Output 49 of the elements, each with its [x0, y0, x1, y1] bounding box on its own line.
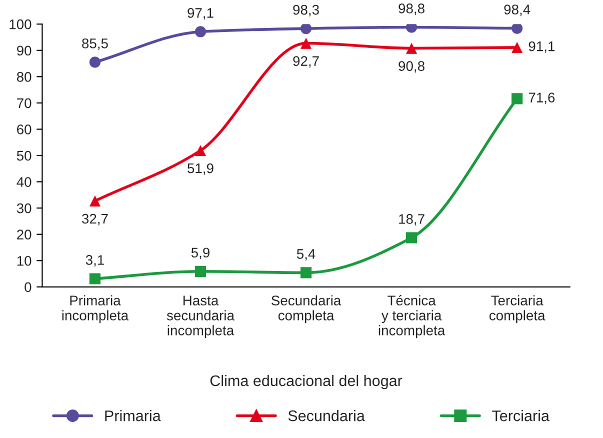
data-label: 18,7: [399, 214, 424, 226]
data-label: 92,7: [293, 56, 319, 68]
data-label: 90,8: [398, 61, 424, 73]
data-label: 5,4: [296, 249, 316, 260]
point: [512, 93, 523, 104]
y-tick-label: 30: [16, 203, 32, 214]
x-tick-label: Primaria incompleta: [62, 295, 129, 324]
point: [300, 24, 312, 34]
x-tick-label: Terciaria completa: [489, 295, 546, 324]
point: [512, 24, 523, 34]
x-tick-label: Secundaria completa: [272, 295, 342, 324]
point: [512, 42, 523, 54]
point: [406, 232, 418, 244]
legend-label: Secundaria: [288, 410, 365, 422]
data-label: 5,9: [191, 248, 210, 260]
x-tick-label: Técnica y terciaria incompleta: [378, 295, 446, 338]
legend-label: Primaria: [105, 410, 161, 422]
point: [406, 42, 418, 54]
x-tick-label: Hasta secundaria incompleta: [166, 296, 234, 338]
y-tick-label: 50: [16, 150, 32, 161]
point: [300, 38, 312, 49]
legend-label: Terciaria: [492, 410, 550, 422]
data-label: 85,5: [82, 38, 108, 50]
point: [194, 26, 206, 38]
point: [89, 56, 101, 68]
point: [89, 195, 101, 207]
data-label: 3,1: [86, 255, 104, 267]
y-tick-label: 70: [17, 98, 32, 108]
data-label: 91,1: [528, 41, 555, 53]
y-tick-label: 10: [17, 256, 32, 266]
y-tick-label: 100: [10, 19, 32, 30]
y-tick-label: 80: [16, 72, 32, 82]
data-label: 51,9: [188, 163, 214, 175]
y-tick-label: 20: [17, 230, 32, 240]
y-tick-label: 90: [16, 46, 32, 56]
y-tick-label: 0: [24, 282, 32, 292]
point: [194, 144, 206, 156]
data-label: 97,1: [188, 8, 214, 20]
data-label: 98,4: [504, 4, 530, 16]
point: [89, 273, 101, 284]
y-tick-label: 40: [16, 177, 32, 187]
data-label: 71,6: [528, 92, 555, 104]
data-label: 98,8: [398, 4, 424, 16]
data-label: 32,7: [82, 214, 108, 226]
point: [194, 266, 206, 277]
x-axis-title: Clima educacional del hogar: [210, 374, 402, 390]
data-label: 98,3: [293, 4, 319, 16]
y-tick-label: 60: [17, 124, 32, 134]
point: [300, 267, 312, 278]
